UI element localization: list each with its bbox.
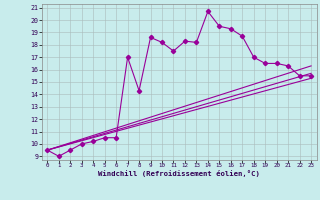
X-axis label: Windchill (Refroidissement éolien,°C): Windchill (Refroidissement éolien,°C) xyxy=(98,170,260,177)
